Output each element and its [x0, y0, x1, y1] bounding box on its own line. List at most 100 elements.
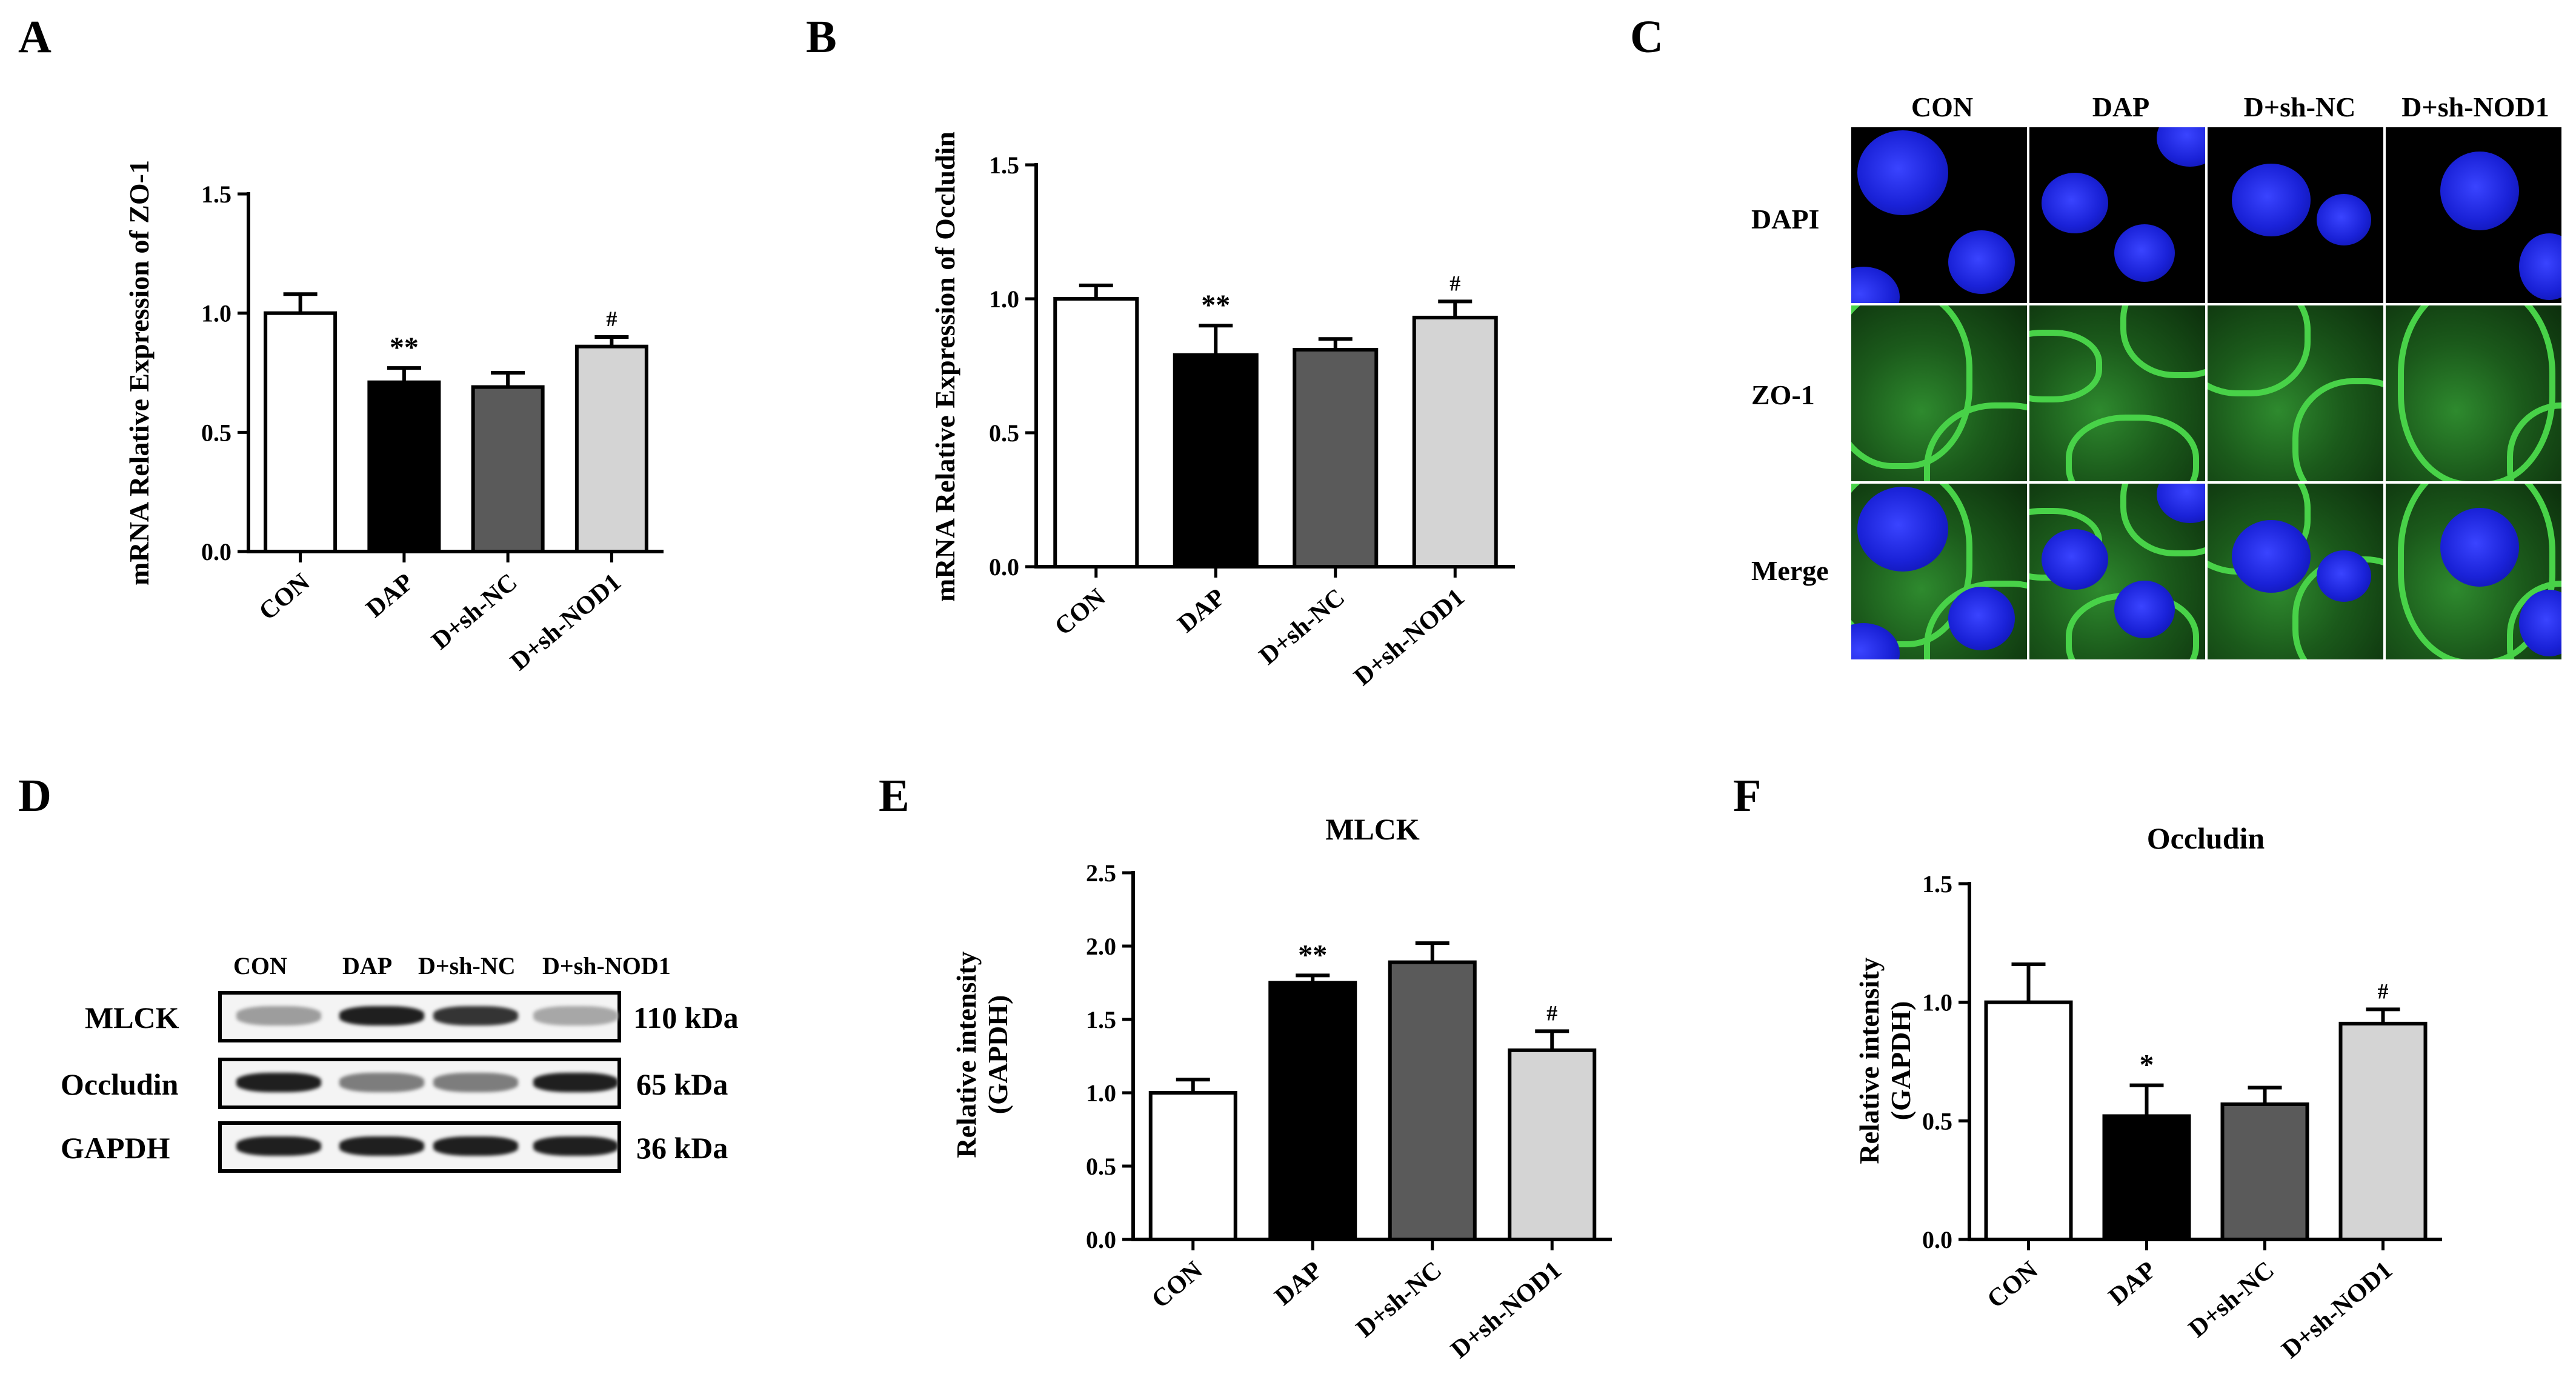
x-tick-label-a: DAP [361, 568, 419, 623]
if-image-cell [2386, 305, 2561, 481]
y-tick-label-b: 1.0 [989, 285, 1019, 313]
membrane-outline [1851, 484, 1972, 647]
bar-e-dap [1268, 981, 1357, 1241]
nucleus [2042, 529, 2108, 590]
nucleus [2519, 233, 2561, 300]
membrane-outline [2029, 330, 2102, 402]
significance-mark-e: # [1546, 1001, 1557, 1025]
significance-mark-f: # [2378, 979, 2389, 1003]
panel-label-c: C [1630, 12, 1663, 62]
chart-title-f: Occludin [2147, 821, 2265, 855]
y-tick-label-e: 0.0 [1086, 1226, 1116, 1253]
panel-label-a: A [18, 12, 52, 62]
membrane-outline [2398, 484, 2555, 659]
bar-a-d-sh-nc [471, 385, 545, 553]
if-row-label-zo1: ZO-1 [1751, 379, 1815, 410]
blot-band [236, 1006, 321, 1025]
bar-b-con [1053, 297, 1139, 569]
y-axis-label-f: Relative intensity [1854, 957, 1885, 1164]
y-axis-label-e: (GAPDH) [982, 995, 1013, 1115]
nucleus [1857, 130, 1948, 215]
if-image-cell [1851, 127, 2027, 303]
x-tick-label-f: D+sh-NC [2183, 1256, 2280, 1343]
x-tick-label-e: D+sh-NOD1 [1446, 1256, 1567, 1364]
membrane-outline [2208, 305, 2311, 396]
nucleus [2440, 152, 2519, 230]
panel-label-e: E [879, 770, 910, 821]
bar-e-d-sh-nc [1388, 960, 1477, 1241]
x-tick-label-b: D+sh-NC [1254, 583, 1350, 670]
blot-band [236, 1073, 321, 1092]
if-image-grid [1851, 127, 2566, 667]
membrane-outline [2292, 378, 2383, 481]
if-image-cell [2208, 305, 2383, 481]
significance-mark-e: ** [1298, 939, 1327, 971]
y-tick-label-f: 0.5 [1922, 1107, 1952, 1135]
membrane-outline [1851, 305, 1972, 469]
y-tick-label-b: 1.5 [989, 152, 1019, 179]
y-tick-label-f: 1.5 [1922, 870, 1952, 898]
y-tick-label-e: 0.5 [1086, 1153, 1116, 1180]
wb-protein-label-mlck: MLCK [85, 1001, 179, 1035]
if-column-label-con: CON [1911, 92, 1974, 122]
bar-f-d-sh-nc [2220, 1102, 2309, 1241]
x-tick-label-b: D+sh-NOD1 [1349, 583, 1470, 691]
membrane-outline [2066, 415, 2199, 481]
blot-band [533, 1073, 618, 1092]
wb-protein-label-occludin: Occludin [61, 1067, 179, 1101]
y-axis-label-b: mRNA Relative Expression of Occludin [930, 132, 960, 602]
y-tick-label-a: 1.0 [201, 300, 231, 327]
y-tick-label-f: 0.0 [1922, 1226, 1952, 1253]
blot-band [433, 1006, 518, 1025]
x-tick-label-b: DAP [1173, 583, 1231, 638]
nucleus [1948, 230, 2015, 294]
bar-a-con [264, 311, 338, 554]
significance-mark-f: * [2140, 1049, 2154, 1081]
if-row-label-dapi: DAPI [1751, 204, 1820, 235]
nucleus [2114, 581, 2175, 638]
nucleus [2042, 173, 2108, 233]
wb-lane-label-dsh-nc: D+sh-NC [418, 952, 516, 979]
y-tick-label-e: 1.0 [1086, 1079, 1116, 1107]
nucleus [2157, 127, 2205, 167]
bar-b-d-sh-nod1 [1412, 315, 1498, 569]
wb-protein-label-gapdh: GAPDH [61, 1131, 170, 1165]
x-tick-label-a: D+sh-NC [427, 568, 523, 655]
blot-band [339, 1136, 424, 1156]
nucleus [1851, 267, 1900, 303]
bar-b-d-sh-nc [1293, 347, 1379, 569]
panel-label-d: D [18, 770, 52, 821]
y-tick-label-a: 1.5 [201, 181, 231, 208]
y-axis-label-a: mRNA Relative Expression of ZO-1 [124, 160, 155, 585]
if-image-cell [2029, 305, 2205, 481]
if-image-cell [2029, 127, 2205, 303]
membrane-outline [2398, 305, 2555, 481]
y-tick-label-e: 2.0 [1086, 933, 1116, 960]
bar-f-dap [2102, 1114, 2191, 1242]
blot-band [433, 1136, 518, 1156]
y-tick-label-b: 0.5 [989, 419, 1019, 447]
x-tick-label-f: DAP [2103, 1256, 2162, 1311]
bar-e-con [1148, 1091, 1237, 1241]
bar-f-con [1984, 1000, 2073, 1241]
chart-title-e: MLCK [1325, 812, 1420, 846]
blot-band [339, 1006, 424, 1025]
nucleus [2317, 550, 2371, 602]
significance-mark-b: ** [1201, 289, 1230, 321]
if-image-cell [1851, 484, 2027, 659]
significance-mark-b: # [1449, 271, 1460, 295]
bar-a-dap [367, 380, 441, 553]
if-image-cell [2386, 484, 2561, 659]
wb-lane-label-dap: DAP [342, 952, 393, 979]
bar-f-d-sh-nod1 [2338, 1021, 2428, 1242]
nucleus [1857, 487, 1948, 572]
blot-band [533, 1136, 618, 1156]
if-image-cell [2208, 484, 2383, 659]
blot-band [433, 1073, 518, 1092]
wb-size-label-gapdh: 36 kDa [636, 1131, 728, 1165]
if-column-label-dsh-nod1: D+sh-NOD1 [2401, 92, 2549, 122]
y-axis-label-f: (GAPDH) [1885, 1001, 1916, 1121]
x-tick-label-e: CON [1147, 1256, 1208, 1313]
y-tick-label-a: 0.0 [201, 538, 231, 565]
wb-size-label-occludin: 65 kDa [636, 1067, 728, 1101]
